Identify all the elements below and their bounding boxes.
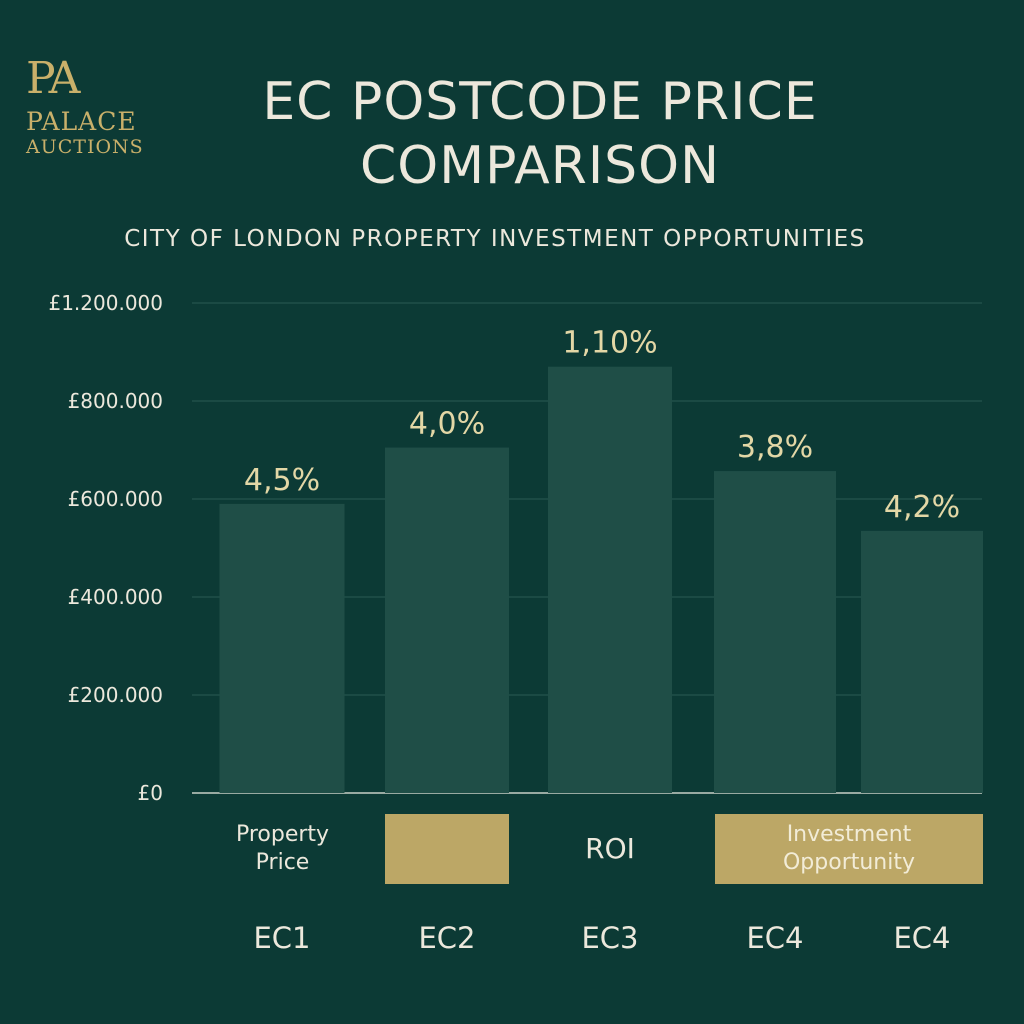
chart-title-line-2: COMPARISON	[359, 136, 720, 196]
y-tick-label-4: £800.000	[68, 389, 163, 413]
brand-logo: PA PALACE AUCTIONS	[26, 53, 196, 159]
x-category-label-3: EC3	[581, 921, 638, 955]
brand-monogram: PA	[26, 53, 80, 104]
brand-subname: AUCTIONS	[26, 136, 144, 158]
bar-ec4-4	[714, 471, 836, 793]
x-category-label-2: EC2	[418, 921, 475, 955]
chart-title: EC POSTCODE PRICE COMPARISON	[190, 70, 890, 198]
legend-swatch-gold	[385, 814, 509, 884]
y-tick-label-3: £600.000	[68, 487, 163, 511]
bar-ec4-5	[861, 530, 983, 793]
y-tick-label-1: £200.000	[68, 683, 163, 707]
bar-ec3-3	[548, 366, 672, 793]
x-category-label-5: EC4	[893, 921, 950, 955]
data-label-5: 4,2%	[884, 490, 960, 525]
legend-item-property-price: Property Price	[235, 822, 330, 875]
data-label-1: 4,5%	[244, 463, 320, 498]
y-tick-label-5: £1.200.000	[48, 291, 163, 315]
y-tick-label-0: £0	[138, 781, 163, 805]
chart-subtitle: CITY OF LONDON PROPERTY INVESTMENT OPPOR…	[124, 226, 866, 252]
x-category-label-1: EC1	[253, 921, 310, 955]
legend-item-roi: ROI	[585, 832, 635, 865]
bar-ec2-2	[385, 447, 509, 793]
chart-title-line-1: EC POSTCODE PRICE	[262, 72, 818, 132]
bar-ec1-1	[219, 503, 345, 793]
data-label-2: 4,0%	[409, 407, 485, 442]
y-tick-label-2: £400.000	[68, 585, 163, 609]
data-label-3: 1,10%	[562, 326, 657, 361]
brand-name: PALACE	[26, 107, 137, 136]
legend-item-investment-opportunity: Investment Opportunity	[715, 814, 983, 884]
x-category-label-4: EC4	[746, 921, 803, 955]
data-label-4: 3,8%	[737, 430, 813, 465]
